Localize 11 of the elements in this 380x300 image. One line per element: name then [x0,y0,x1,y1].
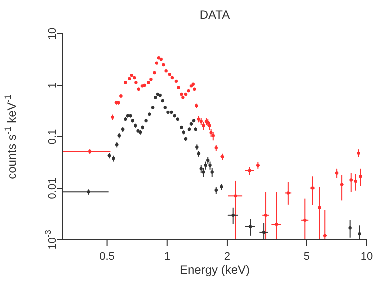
x-axis-title: Energy (keV) [180,263,250,277]
x-tick-label: 1 [164,251,170,263]
y-tick-label: 0.1 [47,129,59,145]
x-tick-label: 2 [224,251,231,263]
x-tick-label: 0.5 [100,251,115,263]
chart-title: DATA [198,8,232,22]
y-tick-label: 1 [47,82,59,89]
y-tick-label: 0.01 [47,178,59,200]
y-tick-label: 10 [47,28,59,40]
x-tick-label: 5 [304,251,310,263]
x-tick-label: 10 [360,251,374,263]
